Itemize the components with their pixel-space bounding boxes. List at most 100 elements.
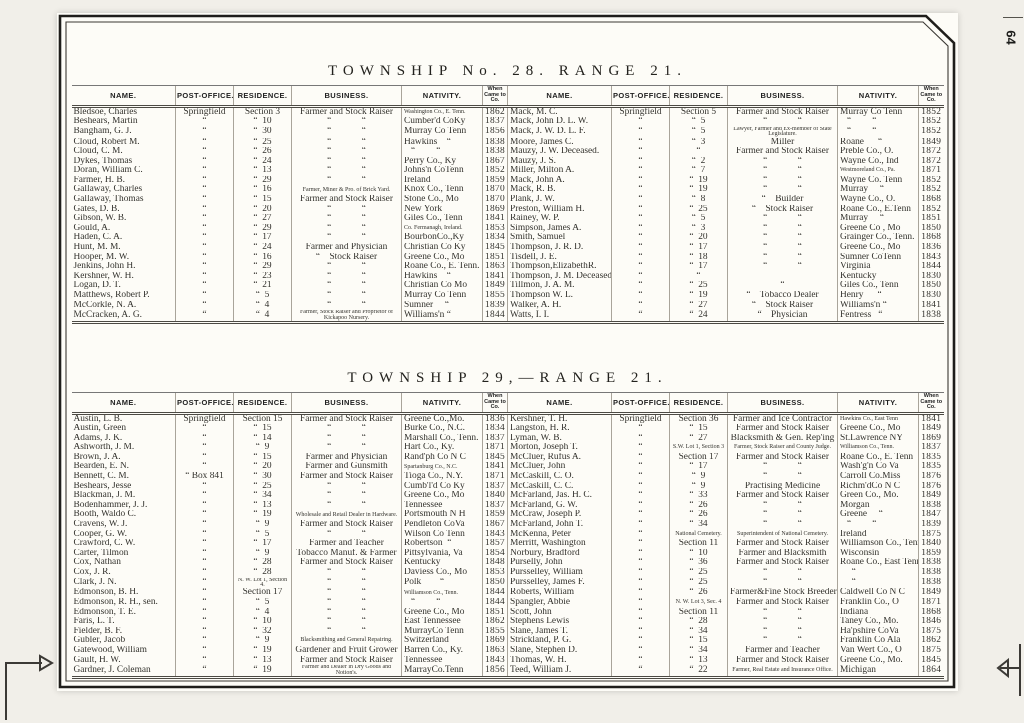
cell-nativity: Van Wert Co., O bbox=[837, 645, 919, 656]
cell-business: “ “ bbox=[291, 117, 402, 127]
cell-name: Cravens, W. J. bbox=[73, 520, 128, 530]
cell-post-office: “ bbox=[611, 433, 670, 444]
cell-name: Mack, R. B. bbox=[507, 185, 612, 196]
table-row: Gallaway, Charles ““ 16 Farmer, Miner & Pr… bbox=[72, 185, 944, 196]
cell-business: Farmer and Stock Raiser bbox=[727, 539, 838, 549]
cell-business: “ “ bbox=[291, 137, 402, 148]
cell-nativity: Williams'n “ bbox=[401, 310, 483, 325]
cell-business bbox=[727, 271, 838, 282]
table-row: Gould, A. ““ 29 “ “Co. Fermanagh, Ireland.… bbox=[72, 223, 944, 234]
cell-business: “ “ bbox=[727, 223, 838, 234]
cell-year: 1852 bbox=[482, 166, 508, 176]
cell-year: 1841 bbox=[482, 462, 508, 473]
cell-residence: “ 8 bbox=[669, 195, 728, 205]
column-header: NATIVITY. bbox=[837, 85, 919, 108]
cell-name: Merritt, Washington bbox=[507, 539, 612, 549]
cell-year: 1836 bbox=[482, 413, 508, 425]
column-header: POST-OFFICE. bbox=[611, 392, 670, 415]
cell-name: Strickland, P. G. bbox=[507, 636, 612, 646]
cell-nativity: Murray “ bbox=[837, 185, 919, 196]
cell-post-office: “ bbox=[175, 195, 234, 205]
table-row: Ashworth, J. M. ““ 9 “ “Hart Co., Ky. 1871 M… bbox=[72, 443, 944, 453]
cell-year: 1840 bbox=[482, 491, 508, 501]
cell-post-office: “ bbox=[611, 481, 670, 492]
cell-year: 1872 bbox=[918, 156, 944, 167]
cell-post-office: “ bbox=[175, 491, 234, 501]
column-header: RESIDENCE. bbox=[233, 392, 292, 415]
cell-post-office: “ bbox=[175, 424, 234, 434]
cell-residence: “ 17 bbox=[669, 462, 728, 473]
cell-business: Farmer and Stock Raiser bbox=[727, 655, 838, 666]
cell-nativity: Ireland bbox=[837, 529, 919, 540]
cell-name: Gardner, J. Coleman bbox=[71, 665, 176, 680]
cell-year: 1867 bbox=[482, 156, 508, 167]
cell-year: 1850 bbox=[918, 223, 944, 234]
cell-name: Bennett, C. M. bbox=[73, 472, 129, 482]
cell-name: Smith, Samuel bbox=[507, 233, 612, 244]
cell-nativity: Greene Co., Mo bbox=[401, 607, 483, 618]
cell-name: Kershner, W. H. bbox=[73, 271, 134, 281]
cell-year: 1849 bbox=[918, 424, 944, 434]
cell-post-office: “ bbox=[175, 481, 234, 492]
cell-name: Moore, James C. bbox=[507, 137, 612, 148]
cell-post-office: “ bbox=[611, 271, 670, 282]
cell-name: Morton, Joseph T. bbox=[507, 443, 612, 453]
cell-business: “ “ bbox=[727, 636, 838, 646]
cell-nativity: Murray “ bbox=[837, 214, 919, 224]
cell-business: “ “ bbox=[291, 568, 402, 578]
cell-post-office: Springfield bbox=[611, 106, 670, 118]
cell-nativity: Wayne Co. Tenn bbox=[837, 175, 919, 186]
cell-name: Logan, D. T. bbox=[73, 281, 121, 291]
cell-nativity: Cumber'd CoKy bbox=[401, 117, 483, 127]
cell-residence: “ 9 bbox=[669, 481, 728, 492]
cell-name: Thompson, J. R. D. bbox=[507, 243, 612, 253]
cell-residence: “ 4 bbox=[233, 607, 292, 618]
cell-business: “ Tobacco Dealer bbox=[727, 291, 838, 301]
cell-nativity: Murray Co Tenn bbox=[837, 106, 919, 118]
cell-name: Mauzy, J. S. bbox=[507, 156, 612, 167]
cell-business: “ “ bbox=[727, 577, 838, 589]
cell-business: Farmer and Stock Raiser bbox=[727, 106, 838, 118]
cell-business: “ “ bbox=[727, 175, 838, 186]
cell-residence: “ 21 bbox=[233, 281, 292, 291]
cell-nativity: Marshall Co., Tenn. bbox=[401, 433, 483, 444]
cell-residence: “ 9 bbox=[233, 548, 292, 559]
cell-residence: “ 30 bbox=[233, 472, 292, 482]
cell-business: Superintendent of National Cemetery. bbox=[727, 529, 838, 540]
cell-year: 1859 bbox=[482, 510, 508, 521]
cell-year: 1871 bbox=[918, 598, 944, 608]
cell-business: “ “ bbox=[727, 252, 838, 263]
cell-year: 1852 bbox=[918, 106, 944, 118]
cell-post-office: “ bbox=[175, 291, 234, 301]
cell-post-office: “ bbox=[611, 645, 670, 656]
cell-year: 1856 bbox=[482, 126, 508, 138]
cell-residence: “ 24 bbox=[669, 310, 728, 325]
cell-name: Tisdell, J. E. bbox=[507, 252, 612, 263]
cell-business: Farmer and Stock Raiser bbox=[727, 452, 838, 463]
cell-residence: Section 17 bbox=[233, 588, 292, 598]
cell-nativity: Williamson Co., Tenn. bbox=[837, 443, 919, 453]
cell-name: Beshears, Jesse bbox=[73, 481, 132, 491]
column-header: RESIDENCE. bbox=[233, 85, 292, 108]
cell-business: “ “ bbox=[727, 117, 838, 127]
cell-post-office: “ bbox=[175, 310, 234, 325]
cell-name: Fielder, B. F. bbox=[73, 626, 123, 636]
cell-post-office: “ bbox=[175, 281, 234, 291]
cell-business: Farmer&Fine Stock Breeder bbox=[727, 588, 838, 598]
cell-nativity: Roane Co., E.Tenn bbox=[837, 204, 919, 215]
cell-business: “ “ bbox=[727, 185, 838, 196]
header-row: NAME. POST-OFFICE. RESIDENCE. BUSINESS. NATI… bbox=[71, 85, 944, 108]
cell-year: 1852 bbox=[918, 117, 944, 127]
cell-nativity: Virginia bbox=[837, 262, 919, 272]
cell-business: “ “ bbox=[291, 598, 402, 608]
cell-residence: “ 9 bbox=[233, 520, 292, 530]
table-row: Farmer, H. B. ““ 29 “ “Ireland 1859 Mack, Jo… bbox=[72, 175, 944, 186]
cell-nativity: Fentress “ bbox=[837, 310, 919, 325]
cell-name: Gallaway, Charles bbox=[73, 185, 143, 195]
cell-year: 1852 bbox=[918, 126, 944, 138]
table-row: Cloud, Robert M. ““ 25 “ “Hawkins “1838 Moo… bbox=[72, 137, 944, 148]
cell-year: 1864 bbox=[918, 665, 944, 680]
cell-residence: “ 2 bbox=[669, 156, 728, 167]
cell-residence: “ 19 bbox=[669, 185, 728, 196]
cell-post-office: “ bbox=[611, 626, 670, 637]
